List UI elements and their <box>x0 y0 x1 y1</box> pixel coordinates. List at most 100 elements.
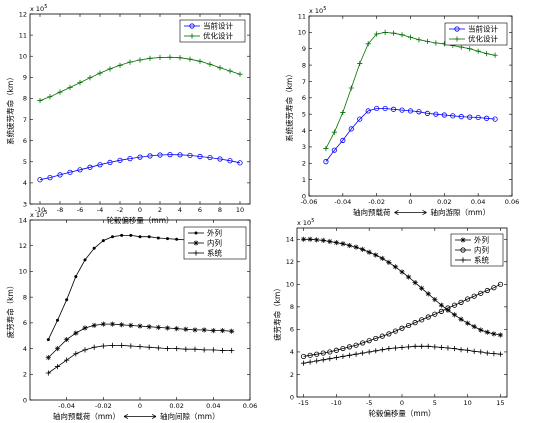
y-tick-label: 2 <box>23 371 27 379</box>
data-point <box>45 354 51 361</box>
data-point <box>471 323 477 330</box>
y-tick-label: 2 <box>290 371 294 379</box>
data-point <box>458 347 464 353</box>
legend-marker <box>460 237 466 243</box>
data-point <box>327 238 333 245</box>
data-point <box>379 333 385 339</box>
data-point <box>445 345 451 351</box>
data-point <box>146 344 152 350</box>
data-point <box>386 345 392 352</box>
data-point <box>147 153 153 159</box>
data-point <box>365 108 371 114</box>
data-point <box>374 31 380 37</box>
x-tick-label: -2 <box>117 206 123 214</box>
data-point <box>467 114 473 120</box>
x-tick-label: 8 <box>218 206 222 214</box>
data-point <box>192 346 198 352</box>
data-point <box>357 116 363 122</box>
data-point <box>157 54 163 61</box>
data-point <box>183 346 189 352</box>
data-point <box>458 299 464 305</box>
data-point <box>300 236 307 242</box>
y-tick-label: 8 <box>23 293 27 301</box>
data-point <box>37 97 43 104</box>
data-point <box>320 357 326 363</box>
x-tick-label: -0.02 <box>95 402 112 410</box>
legend-label: 内列 <box>207 238 222 248</box>
legend-label: 优化设计 <box>203 31 233 41</box>
data-point <box>201 327 207 333</box>
data-point <box>207 154 213 161</box>
x-tick-label: -6 <box>77 206 83 214</box>
data-point <box>340 109 346 116</box>
x-tick-label: 15 <box>496 399 504 407</box>
x-tick-label: -0.06 <box>301 198 318 206</box>
data-point <box>217 65 223 71</box>
data-point <box>465 320 471 326</box>
y-tick-label: 10 <box>19 53 27 61</box>
y-tick-label: 6 <box>302 94 306 102</box>
data-point <box>353 351 359 357</box>
data-point <box>438 302 444 308</box>
data-point <box>174 326 180 332</box>
series-line <box>325 108 496 162</box>
y-tick-label: 5 <box>23 158 27 166</box>
data-point <box>492 52 498 58</box>
data-point <box>73 351 79 357</box>
x-tick-label: 0 <box>408 198 412 206</box>
data-point <box>379 347 385 353</box>
data-point <box>353 244 359 250</box>
y-tick-label: 0 <box>290 393 294 401</box>
data-point <box>432 344 438 350</box>
data-point <box>197 153 203 160</box>
data-point <box>497 351 504 357</box>
data-point <box>101 239 105 243</box>
data-point <box>156 236 160 240</box>
data-point <box>127 156 133 162</box>
data-point <box>465 347 471 353</box>
data-point <box>46 338 50 342</box>
data-point <box>425 314 431 320</box>
data-point <box>83 258 87 262</box>
data-point <box>307 359 313 365</box>
data-point <box>432 296 438 303</box>
y-tick-label: 0 <box>23 396 27 404</box>
data-point <box>100 321 106 327</box>
data-point <box>419 285 425 291</box>
x-tick-label: -10 <box>35 206 46 214</box>
data-point <box>73 330 79 336</box>
data-point <box>484 287 490 294</box>
data-point <box>107 66 113 72</box>
data-point <box>340 137 346 143</box>
data-point <box>227 158 233 164</box>
double-arrow-icon <box>394 209 427 216</box>
data-point <box>366 349 372 355</box>
data-point <box>314 358 320 364</box>
x-tick-label: 10 <box>236 206 244 214</box>
data-point <box>67 84 73 91</box>
data-point <box>412 343 418 349</box>
data-point <box>365 41 371 47</box>
data-point <box>331 129 337 135</box>
data-point <box>157 152 163 158</box>
y-exponent-label: x 105 <box>309 6 326 15</box>
y-tick-label: 10 <box>286 281 294 289</box>
legend-box <box>179 19 246 43</box>
data-point <box>187 56 193 62</box>
data-point <box>445 305 451 311</box>
data-point <box>424 110 431 116</box>
data-point <box>177 55 183 61</box>
data-point <box>392 328 399 334</box>
data-point <box>137 323 143 329</box>
data-point <box>438 344 444 351</box>
data-point <box>416 37 422 43</box>
data-point <box>407 34 414 40</box>
data-point <box>77 80 83 86</box>
data-point <box>320 237 326 243</box>
legend-label: 外列 <box>474 235 489 245</box>
data-point <box>346 352 353 358</box>
data-point <box>386 259 392 265</box>
data-point <box>491 331 497 337</box>
